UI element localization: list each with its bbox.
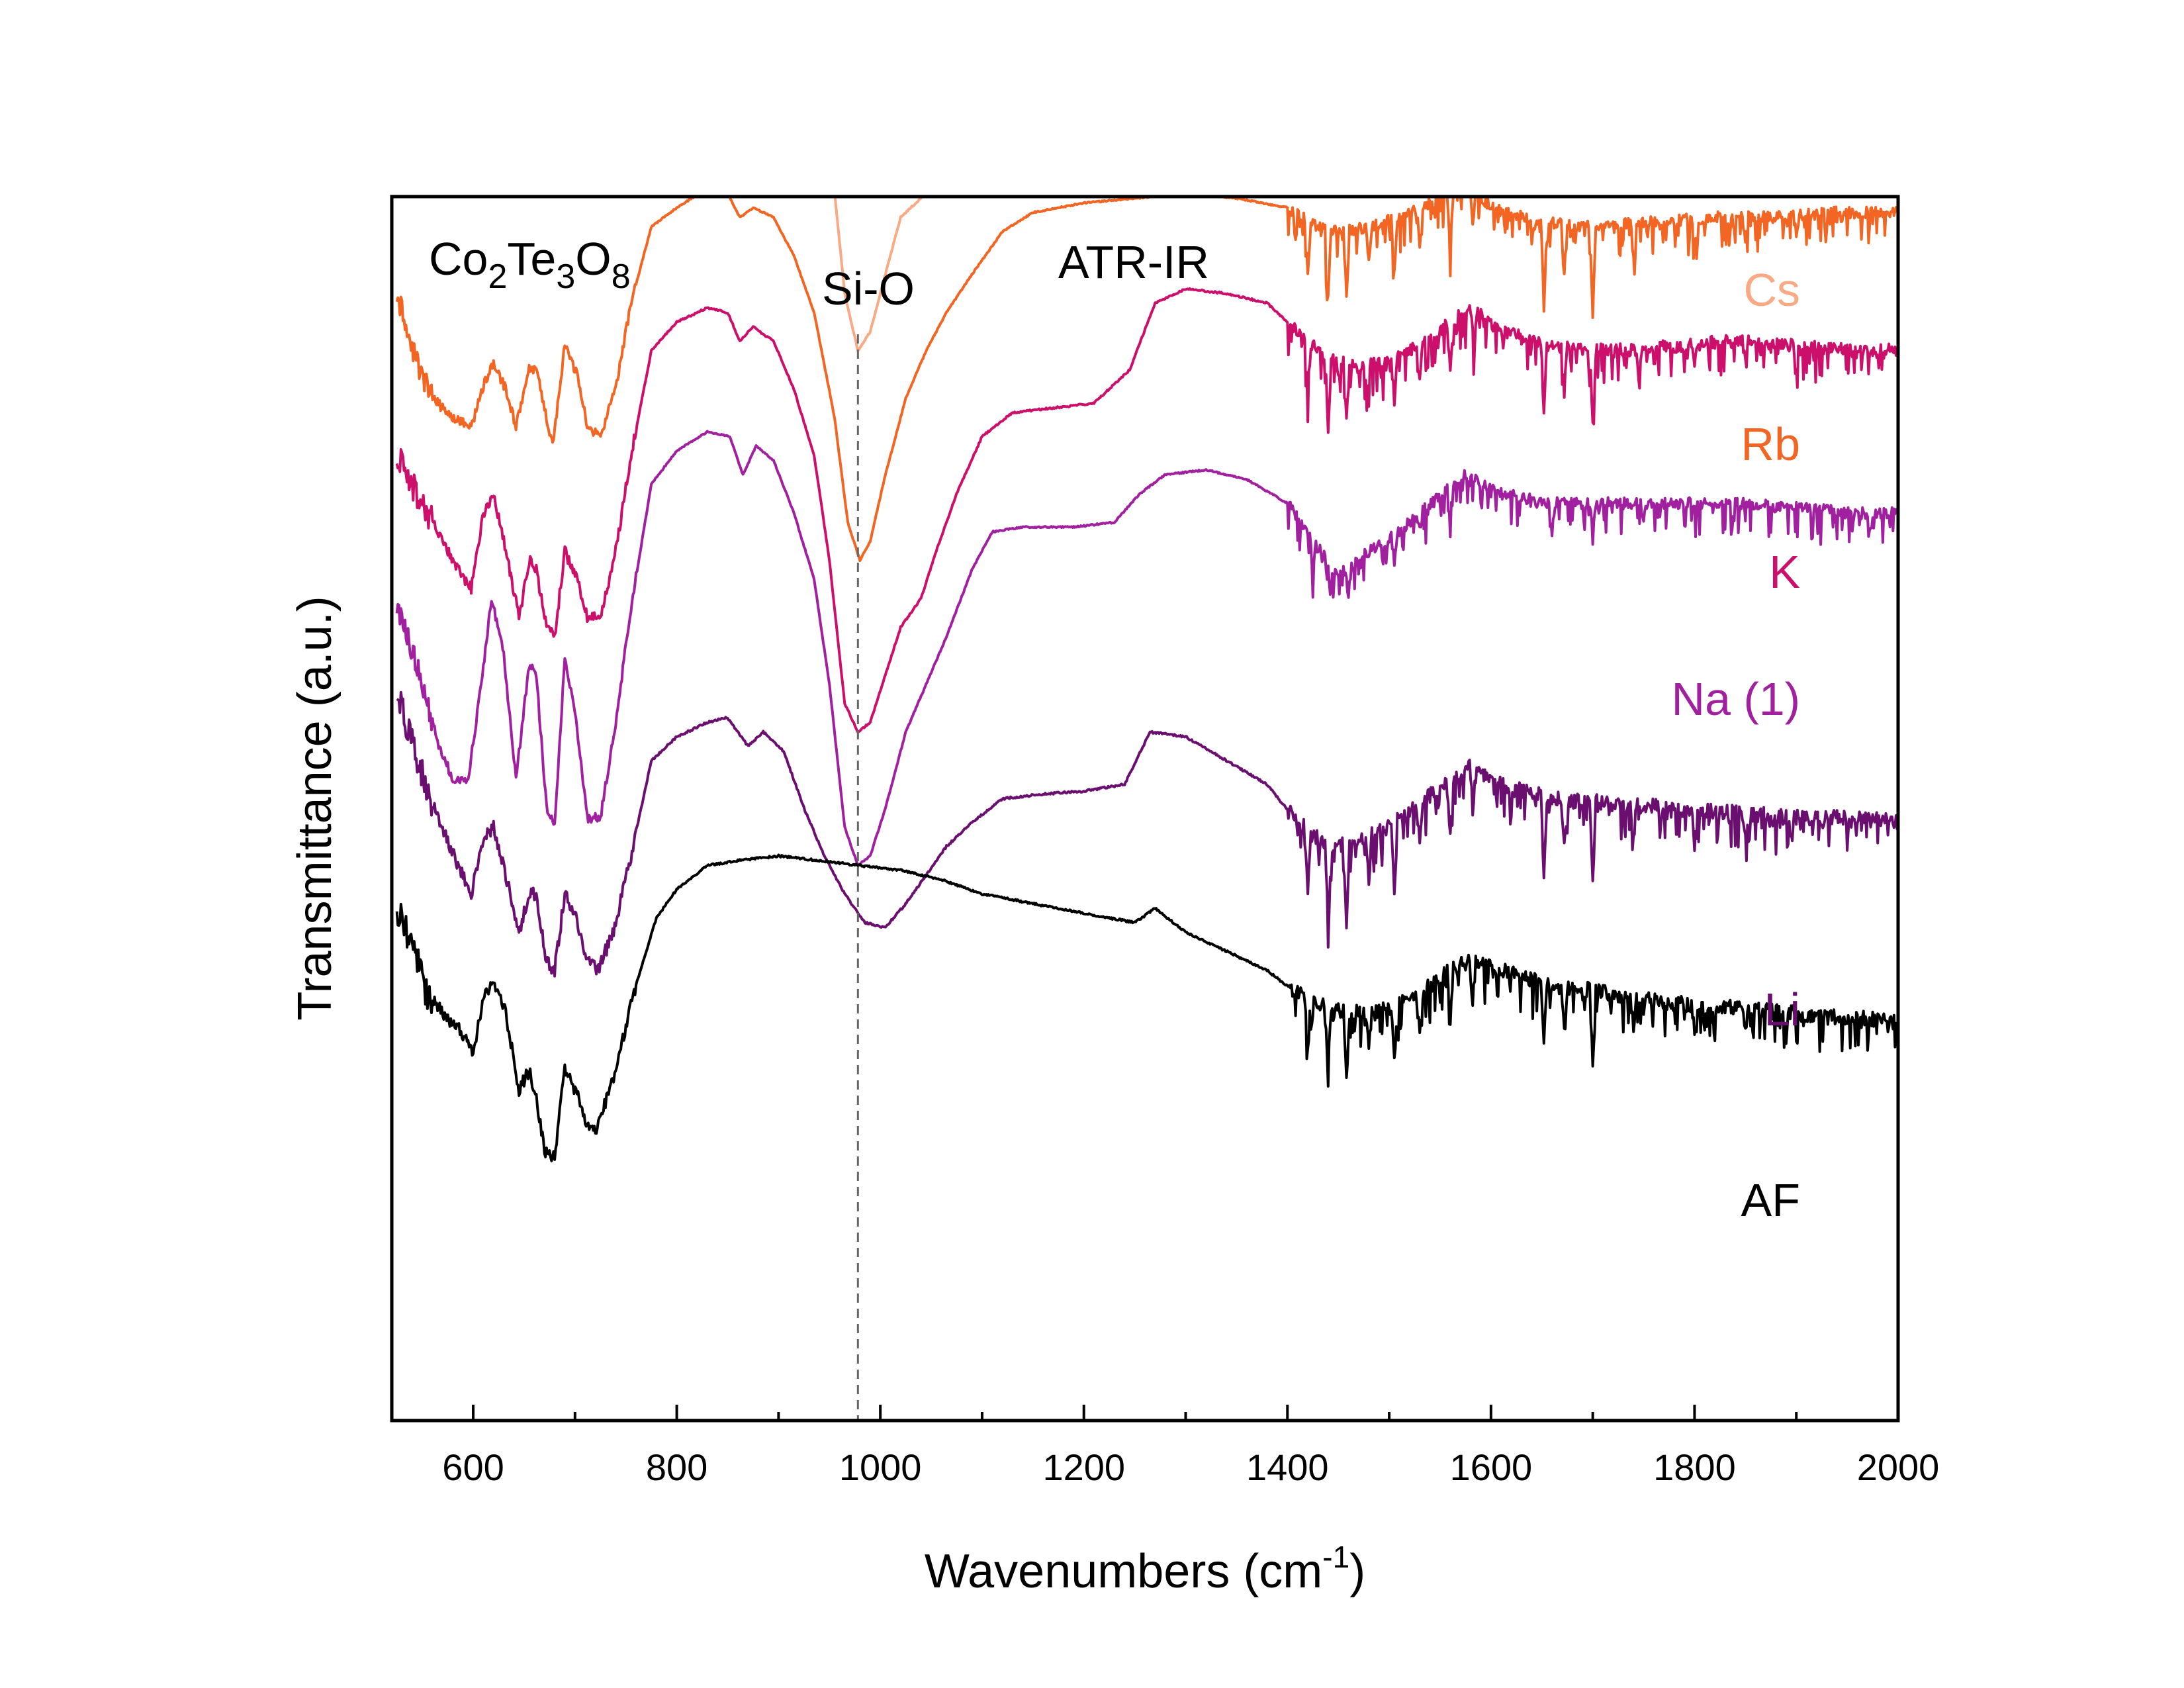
x-tick-label: 1200: [1042, 1446, 1125, 1488]
si-o-annotation: Si-O: [822, 263, 915, 314]
x-tick-label: 2000: [1857, 1446, 1940, 1488]
x-tick-label: 1000: [839, 1446, 922, 1488]
series-label-af: AF: [1741, 1174, 1800, 1226]
y-axis-title: Transmittance (a.u.): [289, 596, 341, 1021]
x-tick-label: 600: [442, 1446, 504, 1488]
series-label-na1: Na (1): [1672, 673, 1800, 725]
series-line-cs: [833, 197, 923, 352]
series-label-rb: Rb: [1741, 418, 1800, 470]
x-axis-title: Wavenumbers (cm-1): [925, 1540, 1365, 1598]
series-labels: Cs Rb K Na (1) Li AF: [1672, 264, 1800, 1226]
x-axis-ticks: 600 800 1000 1200 1400 1600 1800 2000: [442, 1405, 1939, 1488]
compound-annotation: Co2Te3O8: [429, 233, 631, 296]
series-line-na1: [395, 430, 1898, 867]
x-tick-label: 1800: [1653, 1446, 1736, 1488]
method-annotation: ATR-IR: [1058, 236, 1209, 288]
plot-frame: [390, 195, 1900, 1423]
x-tick-label: 800: [646, 1446, 707, 1488]
x-tick-label: 1600: [1450, 1446, 1533, 1488]
series-label-li: Li: [1764, 984, 1800, 1035]
series-line-li: [396, 690, 1898, 978]
x-tick-label: 1400: [1246, 1446, 1329, 1488]
series-label-k: K: [1769, 546, 1800, 598]
series-line-af: [395, 853, 1898, 1162]
spectra-series: [395, 197, 1898, 1162]
series-line-k: [395, 287, 1898, 734]
series-label-cs: Cs: [1743, 264, 1800, 316]
